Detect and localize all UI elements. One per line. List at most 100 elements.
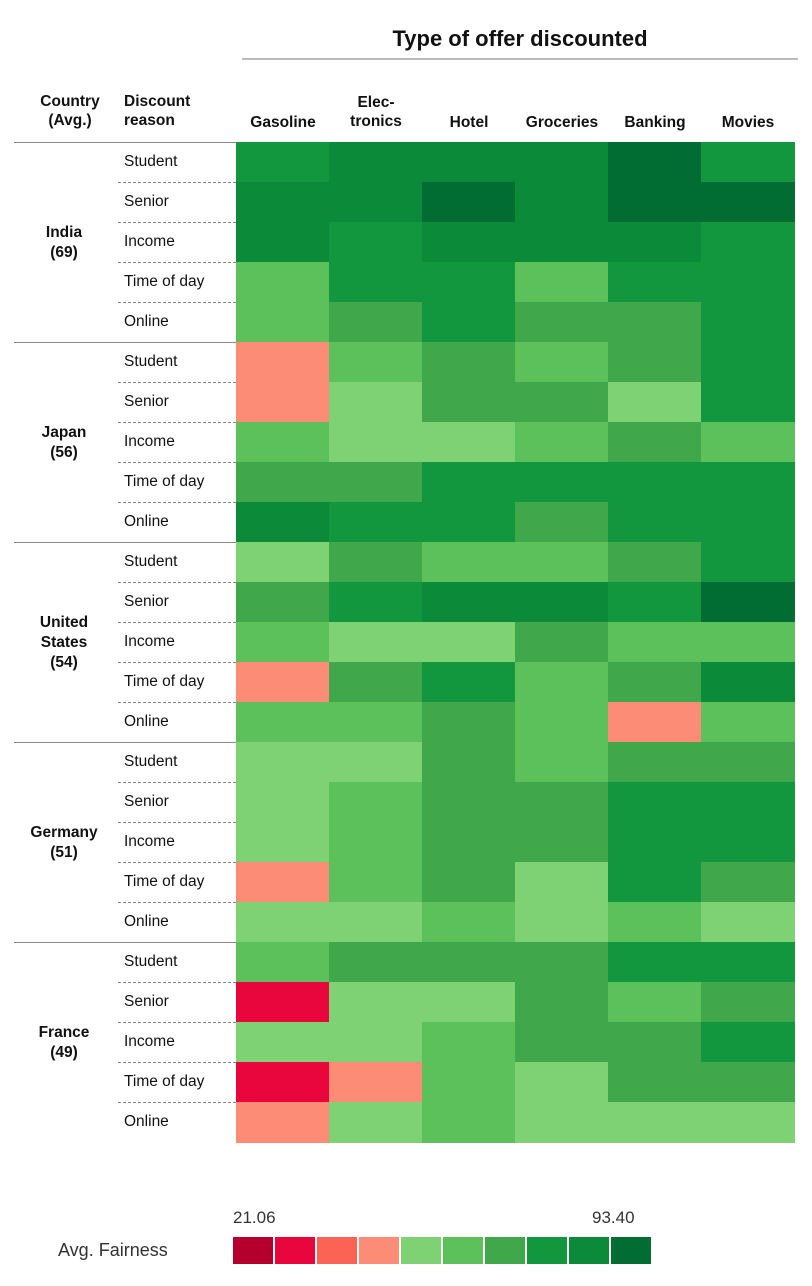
- heatmap-cell: [236, 382, 330, 423]
- heatmap-cell: [422, 662, 516, 703]
- column-header-1: Elec-tronics: [326, 93, 426, 131]
- row-label: Income: [124, 433, 175, 450]
- country-label-line: (51): [50, 844, 78, 861]
- heatmap-cell: [701, 302, 795, 343]
- heatmap-cell: [422, 1022, 516, 1063]
- heatmap-cell: [515, 462, 609, 503]
- legend-min-label: 21.06: [233, 1208, 276, 1227]
- heatmap-cell: [329, 542, 423, 583]
- heatmap-cell: [608, 982, 702, 1023]
- heatmap-cell: [515, 982, 609, 1023]
- row-separator: [118, 182, 236, 183]
- heatmap-cell: [236, 822, 330, 863]
- country-label-line: India: [45, 224, 83, 241]
- heatmap-cell: [608, 822, 702, 863]
- heatmap-cell: [329, 1062, 423, 1103]
- row-label: Time of day: [124, 273, 205, 290]
- heatmap-cell: [515, 622, 609, 663]
- heatmap-cell: [515, 862, 609, 903]
- heatmap-cell: [515, 142, 609, 183]
- row-separator: [118, 822, 236, 823]
- heatmap-cell: [329, 222, 423, 263]
- heatmap-cell: [515, 342, 609, 383]
- row-label: Online: [124, 513, 169, 530]
- heatmap-cell: [701, 1062, 795, 1103]
- heatmap-cell: [701, 142, 795, 183]
- heatmap-cell: [329, 502, 423, 543]
- column-header-line: Elec-: [357, 94, 395, 111]
- heatmap-cell: [701, 982, 795, 1023]
- heatmap-cell: [608, 702, 702, 743]
- heatmap-cell: [515, 502, 609, 543]
- heatmap-cell: [701, 182, 795, 223]
- heatmap-cell: [329, 622, 423, 663]
- row-separator: [118, 502, 236, 503]
- heatmap-cell: [422, 902, 516, 943]
- heatmap-cell: [329, 1102, 423, 1143]
- heatmap-cell: [422, 582, 516, 623]
- heatmap-cell: [701, 822, 795, 863]
- country-label-line: States: [40, 634, 88, 651]
- row-separator: [118, 262, 236, 263]
- legend-swatch: [527, 1237, 567, 1264]
- row-label: Student: [124, 953, 178, 970]
- heatmap-cell: [236, 182, 330, 223]
- heatmap-cell: [236, 302, 330, 343]
- heatmap-cell: [701, 582, 795, 623]
- heatmap-cell: [515, 182, 609, 223]
- row-separator: [118, 582, 236, 583]
- heatmap-cell: [701, 222, 795, 263]
- heatmap-cell: [515, 582, 609, 623]
- heatmap-cell: [515, 382, 609, 423]
- heatmap-cell: [329, 902, 423, 943]
- row-label: Senior: [124, 393, 169, 410]
- heatmap-cell: [329, 262, 423, 303]
- heatmap-cell: [515, 782, 609, 823]
- heatmap-cell: [701, 622, 795, 663]
- legend-swatch: [275, 1237, 315, 1264]
- heatmap-cell: [608, 662, 702, 703]
- column-header-4: Banking: [605, 113, 705, 132]
- country-label: France (49): [9, 1023, 119, 1063]
- heatmap-cell: [329, 582, 423, 623]
- heatmap-cell: [236, 582, 330, 623]
- heatmap-cell: [422, 702, 516, 743]
- row-separator: [118, 302, 236, 303]
- heatmap-cell: [608, 862, 702, 903]
- row-separator: [118, 1022, 236, 1023]
- row-label: Time of day: [124, 473, 205, 490]
- heatmap-cell: [608, 422, 702, 463]
- legend-swatch: [233, 1237, 273, 1264]
- heatmap-cell: [515, 1102, 609, 1143]
- heatmap-cell: [422, 302, 516, 343]
- legend-title: Avg. Fairness: [58, 1240, 168, 1260]
- reason-header-line-2: reason: [124, 112, 175, 129]
- heatmap-cell: [608, 582, 702, 623]
- heatmap-cell: [236, 1022, 330, 1063]
- heatmap-cell: [422, 502, 516, 543]
- row-label: Senior: [124, 793, 169, 810]
- row-label: Time of day: [124, 1073, 205, 1090]
- column-header-3: Groceries: [512, 113, 612, 132]
- heatmap-cell: [422, 622, 516, 663]
- heatmap-cell: [608, 342, 702, 383]
- country-label-line: Germany: [30, 824, 98, 841]
- heatmap-cell: [329, 942, 423, 983]
- heatmap-cell: [329, 462, 423, 503]
- row-label: Student: [124, 553, 178, 570]
- heatmap-cell: [515, 1062, 609, 1103]
- heatmap-cell: [422, 382, 516, 423]
- row-separator: [118, 662, 236, 663]
- heatmap-cell: [236, 542, 330, 583]
- legend-swatch: [317, 1237, 357, 1264]
- heatmap-cell: [515, 702, 609, 743]
- heatmap-cell: [329, 182, 423, 223]
- column-header-0: Gasoline: [233, 113, 333, 132]
- heatmap-cell: [422, 262, 516, 303]
- row-separator: [118, 862, 236, 863]
- row-separator: [118, 1062, 236, 1063]
- heatmap-cell: [329, 382, 423, 423]
- legend-swatch: [611, 1237, 651, 1264]
- heatmap-cell: [329, 782, 423, 823]
- heatmap-cell: [422, 982, 516, 1023]
